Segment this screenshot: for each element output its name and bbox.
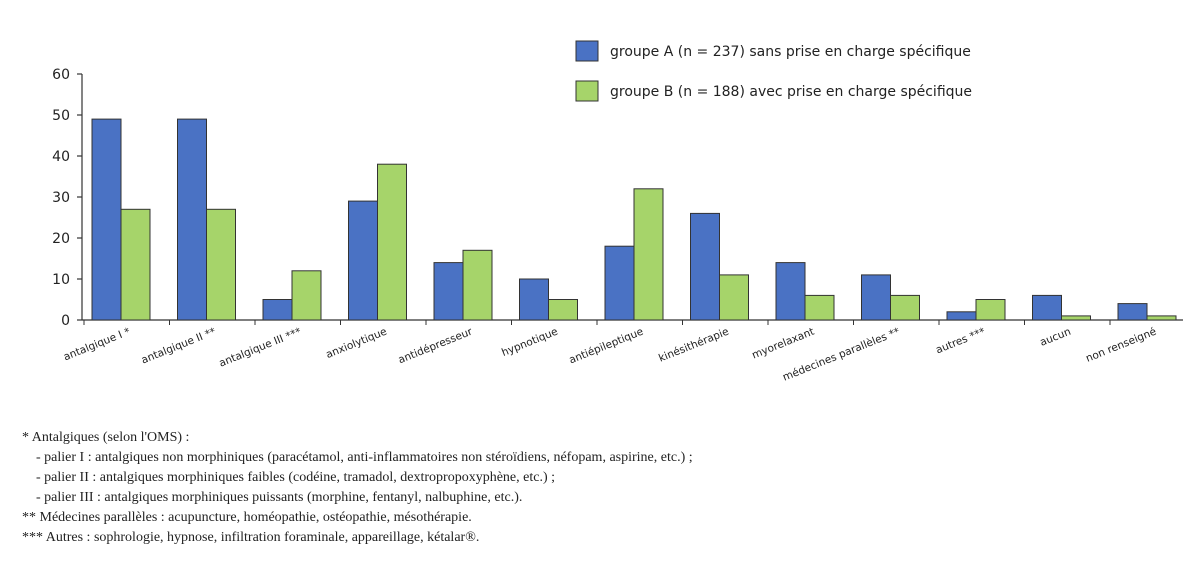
legend-swatch bbox=[575, 40, 599, 62]
bar-groupe-a bbox=[1117, 303, 1148, 321]
bar-groupe-a bbox=[519, 278, 549, 321]
y-tick-label: 40 bbox=[52, 149, 70, 165]
legend-label: groupe B (n = 188) avec prise en charge … bbox=[610, 84, 972, 100]
footnote-autres: *** Autres : sophrologie, hypnose, infil… bbox=[22, 530, 480, 545]
y-tick-label: 20 bbox=[52, 231, 70, 247]
bar-groupe-b bbox=[206, 208, 236, 321]
bar-groupe-b bbox=[804, 294, 835, 321]
category-label: antiépileptique bbox=[567, 326, 645, 367]
category-label: myorelaxant bbox=[750, 326, 816, 362]
x-axis bbox=[82, 319, 1183, 325]
footnote-antalgiques-title: * Antalgiques (selon l'OMS) : bbox=[22, 430, 190, 445]
footnote-medecines-paralleles: ** Médecines parallèles : acupuncture, h… bbox=[22, 510, 472, 525]
bar-groupe-b bbox=[548, 299, 578, 321]
bar-groupe-a bbox=[690, 212, 720, 321]
y-tick-label: 0 bbox=[61, 313, 70, 329]
y-tick-label: 30 bbox=[52, 190, 70, 206]
category-label: hypnotique bbox=[500, 326, 560, 359]
bar-groupe-a bbox=[433, 262, 464, 321]
category-label: autres *** bbox=[934, 326, 987, 357]
category-label: antalgique I * bbox=[62, 326, 132, 364]
category-labels: antalgique I * antalgique II ** antalgique… bbox=[62, 325, 1158, 383]
y-axis: 0 10 20 30 40 50 60 bbox=[52, 67, 83, 329]
bar-groupe-a bbox=[1032, 294, 1062, 321]
bar-groupe-b bbox=[975, 299, 1006, 321]
bar-groupe-a bbox=[775, 262, 806, 321]
bar-groupe-a bbox=[262, 299, 293, 321]
bar-groupe-a bbox=[604, 245, 635, 321]
category-label: antalgique II ** bbox=[140, 326, 218, 367]
bar-groupe-a bbox=[348, 200, 378, 321]
footnote-palier-2: - palier II : antalgiques morphiniques f… bbox=[36, 470, 555, 485]
footnote-palier-1: - palier I : antalgiques non morphinique… bbox=[36, 450, 693, 465]
category-label: kinésithérapie bbox=[657, 326, 731, 365]
category-label: aucun bbox=[1038, 326, 1072, 349]
bar-groupe-a bbox=[946, 311, 977, 321]
bar-groupe-b bbox=[633, 188, 664, 321]
legend-swatch bbox=[575, 80, 599, 102]
category-label: antalgique III *** bbox=[217, 326, 303, 370]
bar-groupe-b bbox=[291, 270, 322, 321]
bar-groupe-b bbox=[1061, 315, 1091, 321]
category-label: antidépresseur bbox=[397, 325, 475, 366]
bar-groupe-b bbox=[462, 249, 493, 321]
bar-groupe-b bbox=[377, 163, 407, 321]
bar-groupe-a bbox=[177, 118, 207, 321]
bar-groupe-b bbox=[890, 294, 920, 321]
footnotes: * Antalgiques (selon l'OMS) : - palier I… bbox=[22, 428, 693, 548]
bar-groupe-b bbox=[719, 274, 749, 321]
category-label: non renseigné bbox=[1084, 326, 1158, 365]
y-tick-label: 50 bbox=[52, 108, 70, 124]
bar-groupe-b bbox=[120, 208, 151, 321]
legend: groupe A (n = 237) sans prise en charge … bbox=[575, 40, 972, 102]
category-label: anxiolytique bbox=[324, 326, 388, 361]
bar-groupe-a bbox=[861, 274, 891, 321]
footnote-palier-3: - palier III : antalgiques morphiniques … bbox=[36, 490, 523, 505]
bars bbox=[91, 118, 1177, 321]
y-tick-label: 60 bbox=[52, 67, 70, 83]
legend-label: groupe A (n = 237) sans prise en charge … bbox=[610, 44, 971, 60]
y-tick-label: 10 bbox=[52, 272, 70, 288]
bar-groupe-b bbox=[1146, 315, 1177, 321]
bar-groupe-a bbox=[91, 118, 122, 321]
